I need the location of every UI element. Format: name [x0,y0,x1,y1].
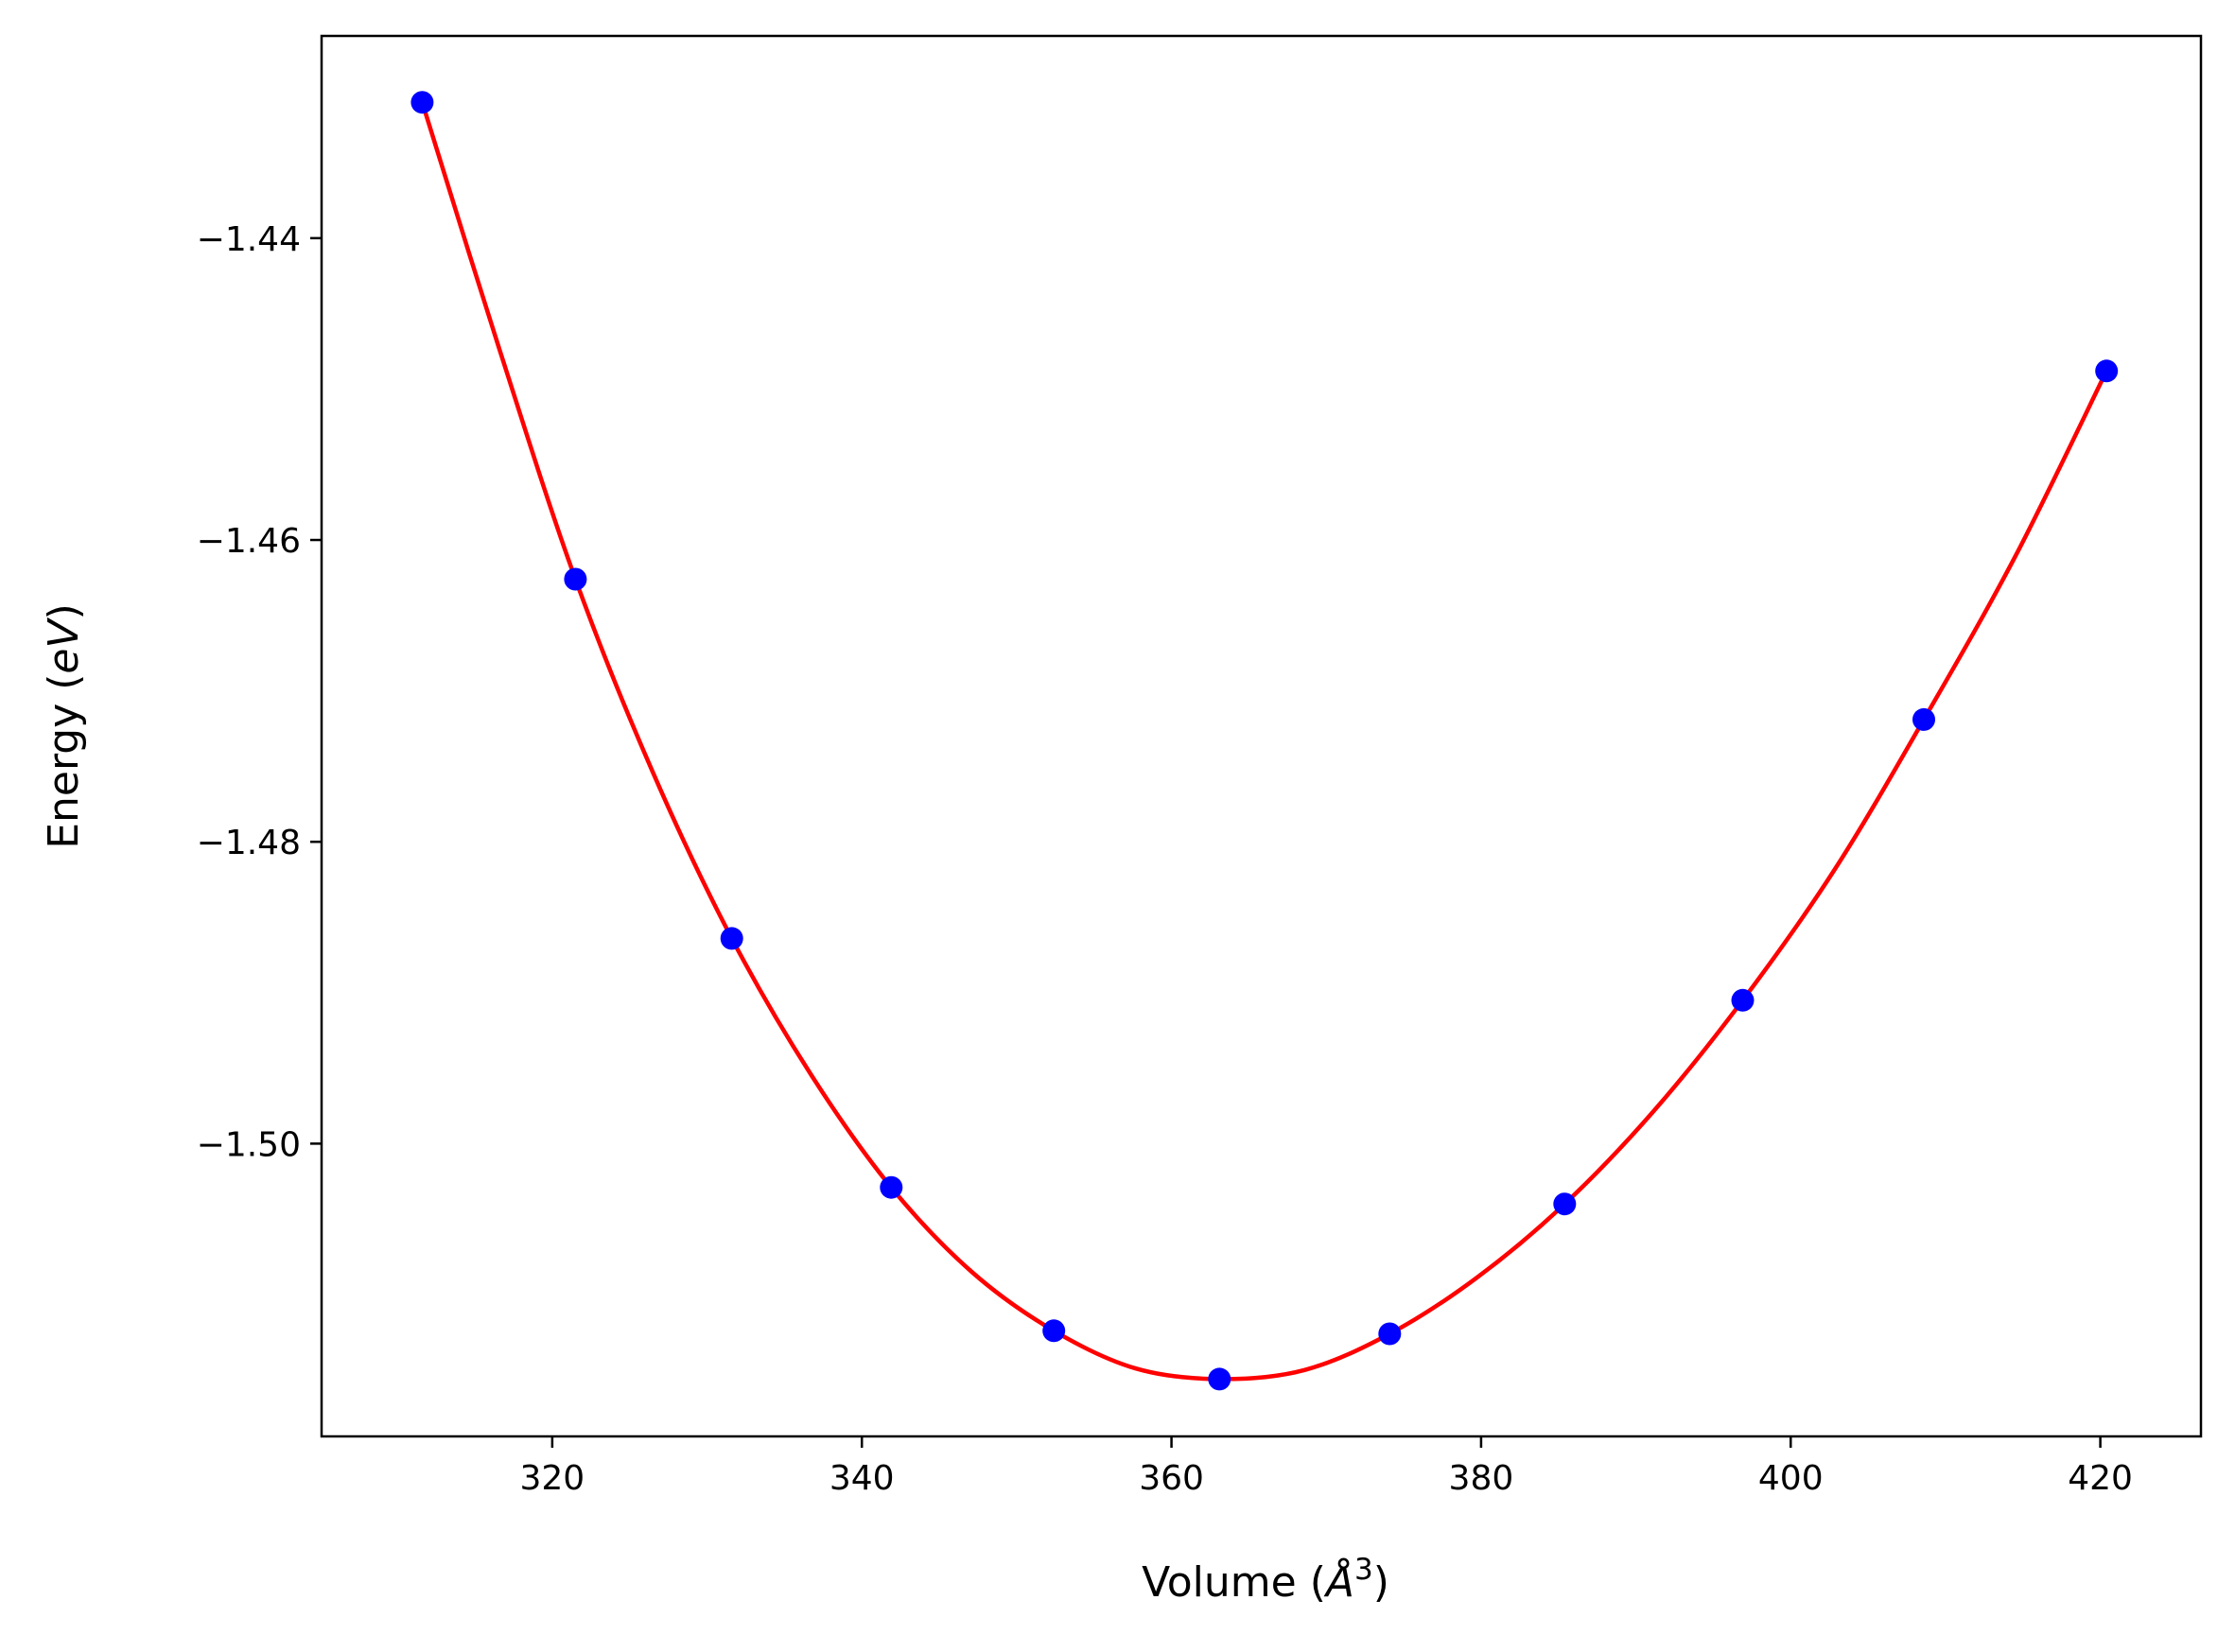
x-axis-ticks: 320 340 360 380 400 420 [520,1436,2133,1498]
data-point [410,91,434,114]
data-point [1208,1367,1231,1391]
x-tick-label: 360 [1139,1459,1204,1498]
x-tick-label: 420 [2068,1459,2133,1498]
data-point [1731,988,1755,1012]
x-tick-label: 320 [520,1459,585,1498]
fit-curve [420,101,2109,1382]
y-axis-ticks: −1.44 −1.46 −1.48 −1.50 [197,220,322,1164]
x-tick-label: 340 [829,1459,895,1498]
data-point [2095,359,2119,383]
fit-curve-layer [420,101,2109,1382]
plot-frame [320,34,2203,1438]
x-tick-label: 380 [1449,1459,1514,1498]
data-point [720,927,743,950]
y-tick-label: −1.44 [197,220,301,259]
data-point [1042,1319,1066,1343]
y-tick-label: −1.48 [197,824,301,862]
data-point [1378,1322,1402,1346]
y-tick-label: −1.46 [197,522,301,561]
data-points-layer [410,91,2119,1391]
x-tick-label: 400 [1758,1459,1824,1498]
y-axis-label: Energy (eV) [40,603,88,849]
y-tick-label: −1.50 [197,1125,301,1164]
data-point [1912,707,1935,731]
data-point [1553,1192,1577,1216]
x-axis-label: Volume (Å3) [1142,1553,1389,1607]
data-point [880,1175,903,1199]
data-point [564,567,587,591]
